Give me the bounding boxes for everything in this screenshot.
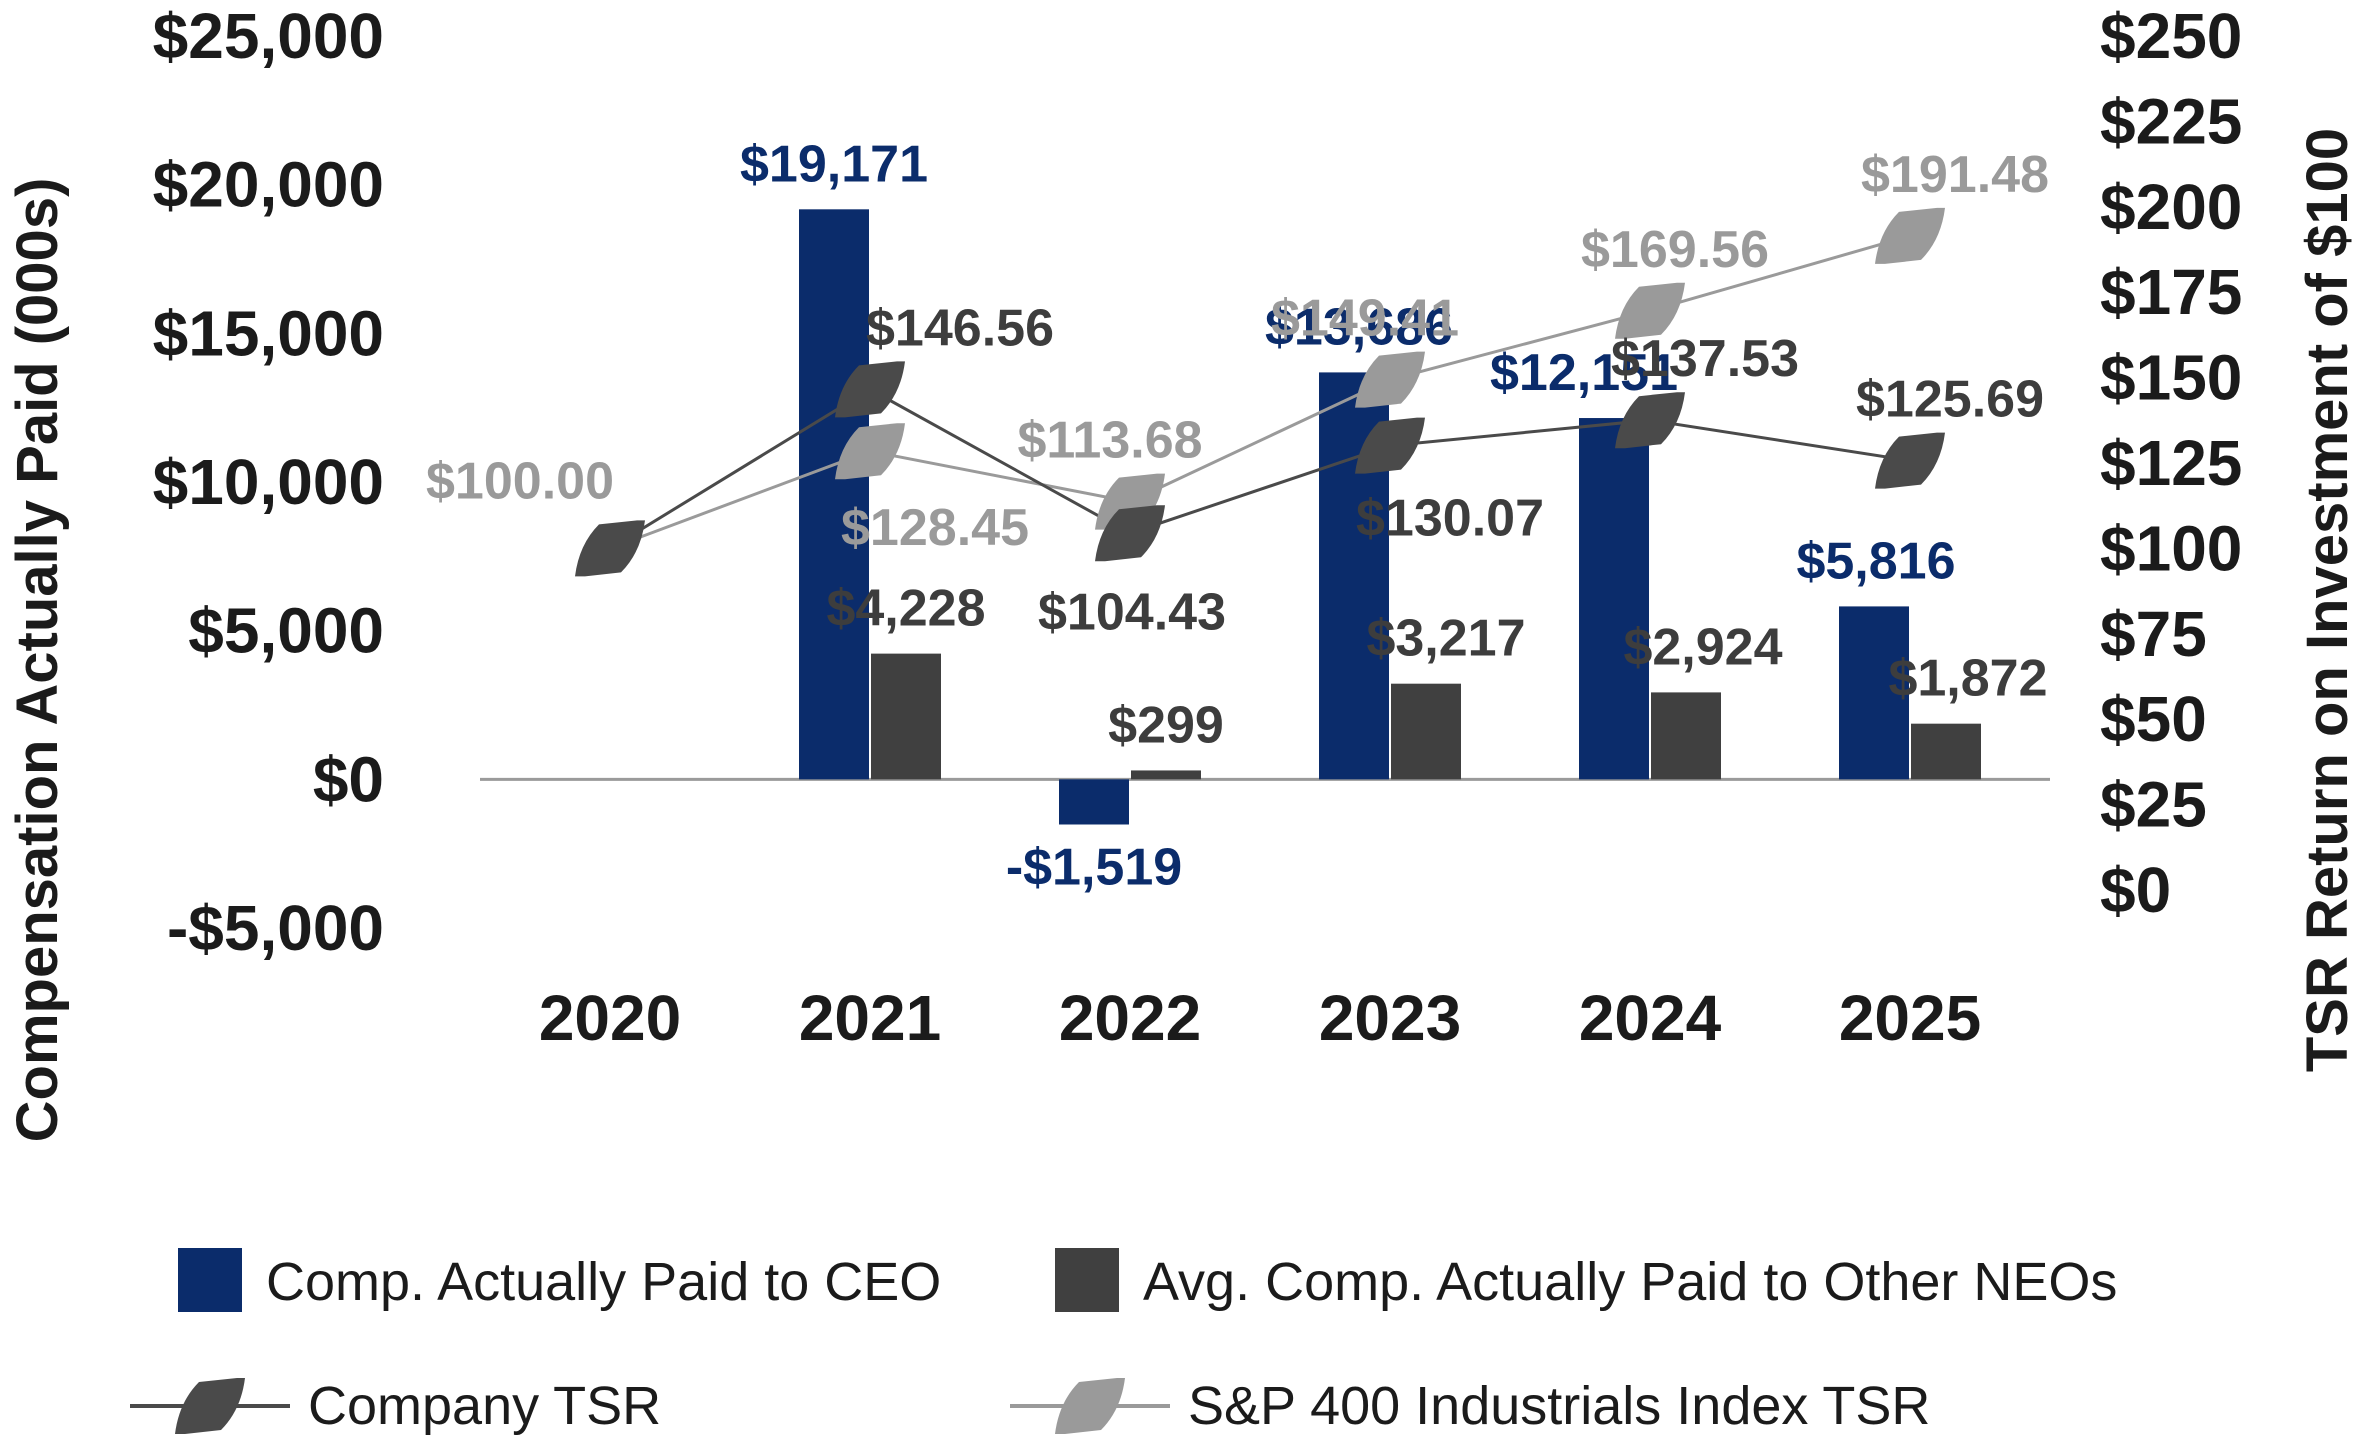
- bar-neo: [871, 653, 941, 780]
- company-tsr-marker: [1095, 505, 1165, 562]
- y-right-tick-label: $75: [2100, 598, 2207, 670]
- line-data-label: $125.69: [1856, 371, 2044, 429]
- y-right-tick-label: $100: [2100, 512, 2242, 584]
- line-data-label: $113.68: [1017, 412, 1202, 470]
- company-tsr-marker: [1355, 417, 1425, 474]
- x-category-label: 2023: [1319, 982, 1461, 1054]
- bar-neo: [1391, 683, 1461, 780]
- legend-label: S&P 400 Industrials Index TSR: [1188, 1376, 1930, 1436]
- company-tsr-marker: [835, 361, 905, 418]
- x-category-label: 2025: [1839, 982, 1981, 1054]
- line-data-label: $191.48: [1861, 146, 2049, 204]
- y-axis-left-title: Compensation Actually Paid (000s): [5, 178, 70, 1143]
- line-data-label: $146.56: [866, 299, 1054, 357]
- line-data-label: $128.45: [841, 499, 1029, 557]
- y-right-tick-label: $250: [2100, 0, 2242, 72]
- bar-data-label: $1,872: [1888, 650, 2047, 708]
- bar-neo: [1651, 692, 1721, 780]
- legend-swatch: [1055, 1248, 1119, 1312]
- y-right-tick-label: $0: [2100, 854, 2171, 926]
- bar-data-label: $3,217: [1366, 610, 1525, 668]
- y-left-tick-label: $25,000: [153, 0, 384, 72]
- bar-ceo: [1059, 779, 1129, 825]
- bar-data-label: $2,924: [1623, 618, 1782, 676]
- line-data-label: $137.53: [1611, 330, 1799, 388]
- bar-data-label: $13,686: [1265, 298, 1453, 356]
- company-tsr-marker: [1615, 392, 1685, 449]
- legend: Comp. Actually Paid to CEO Avg. Comp. Act…: [130, 1248, 2117, 1436]
- y-axis-right-title: TSR Return on Investment of $100: [2295, 128, 2360, 1072]
- line-data-label: $100.00: [426, 452, 614, 510]
- sp400-tsr-marker: [835, 423, 905, 480]
- line-data-label: $149.41: [1271, 290, 1459, 348]
- sp400-tsr-marker: [1355, 351, 1425, 408]
- bar-ceo: [799, 209, 869, 780]
- y-right-tick-label: $125: [2100, 427, 2242, 499]
- y-right-tick-label: $200: [2100, 171, 2242, 243]
- x-category-label: 2022: [1059, 982, 1201, 1054]
- line-data-label: $104.43: [1038, 583, 1226, 641]
- y-right-tick-label: $25: [2100, 769, 2207, 841]
- y-right-tick-label: $225: [2100, 85, 2242, 157]
- sp400-tsr-marker: [1615, 282, 1685, 339]
- bar-ceo: [1839, 606, 1909, 780]
- bar-data-label: $4,228: [826, 580, 985, 638]
- legend-swatch: [178, 1248, 242, 1312]
- line-data-label: $169.56: [1581, 221, 1769, 279]
- sp400-tsr-marker: [1875, 207, 1945, 264]
- bar-data-label: $12,151: [1490, 344, 1678, 402]
- bar-neo: [1131, 770, 1201, 780]
- legend-marker: [1055, 1378, 1125, 1434]
- y-right-tick-label: $50: [2100, 683, 2207, 755]
- x-category-label: 2021: [799, 982, 941, 1054]
- y-left-tick-label: $15,000: [153, 297, 384, 369]
- legend-label: Avg. Comp. Actually Paid to Other NEOs: [1143, 1252, 2117, 1312]
- line-data-label: $130.07: [1356, 490, 1544, 548]
- bar-data-label: -$1,519: [1006, 838, 1182, 896]
- company-tsr-marker: [575, 520, 645, 577]
- x-category-label: 2020: [539, 982, 681, 1054]
- bar-neo: [1911, 723, 1981, 780]
- y-left-tick-label: -$5,000: [167, 892, 384, 964]
- legend-label: Comp. Actually Paid to CEO: [266, 1252, 941, 1312]
- sp400-tsr-line: [609, 234, 1911, 550]
- company-tsr-marker: [1875, 432, 1945, 489]
- x-category-label: 2024: [1579, 982, 1722, 1054]
- legend-label: Company TSR: [308, 1376, 661, 1436]
- company-tsr-line: [609, 387, 1911, 550]
- legend-marker: [175, 1378, 245, 1434]
- y-left-tick-label: $5,000: [188, 595, 384, 667]
- y-left-tick-label: $10,000: [153, 446, 384, 518]
- y-right-tick-label: $175: [2100, 256, 2242, 328]
- y-left-tick-label: $20,000: [153, 149, 384, 221]
- bar-data-label: $19,171: [740, 135, 928, 193]
- bar-ceo: [1579, 418, 1649, 780]
- bar-data-label: $299: [1108, 696, 1224, 754]
- y-right-tick-label: $150: [2100, 342, 2242, 414]
- bar-data-label: $5,816: [1796, 532, 1955, 590]
- y-left-tick-label: $0: [313, 743, 384, 815]
